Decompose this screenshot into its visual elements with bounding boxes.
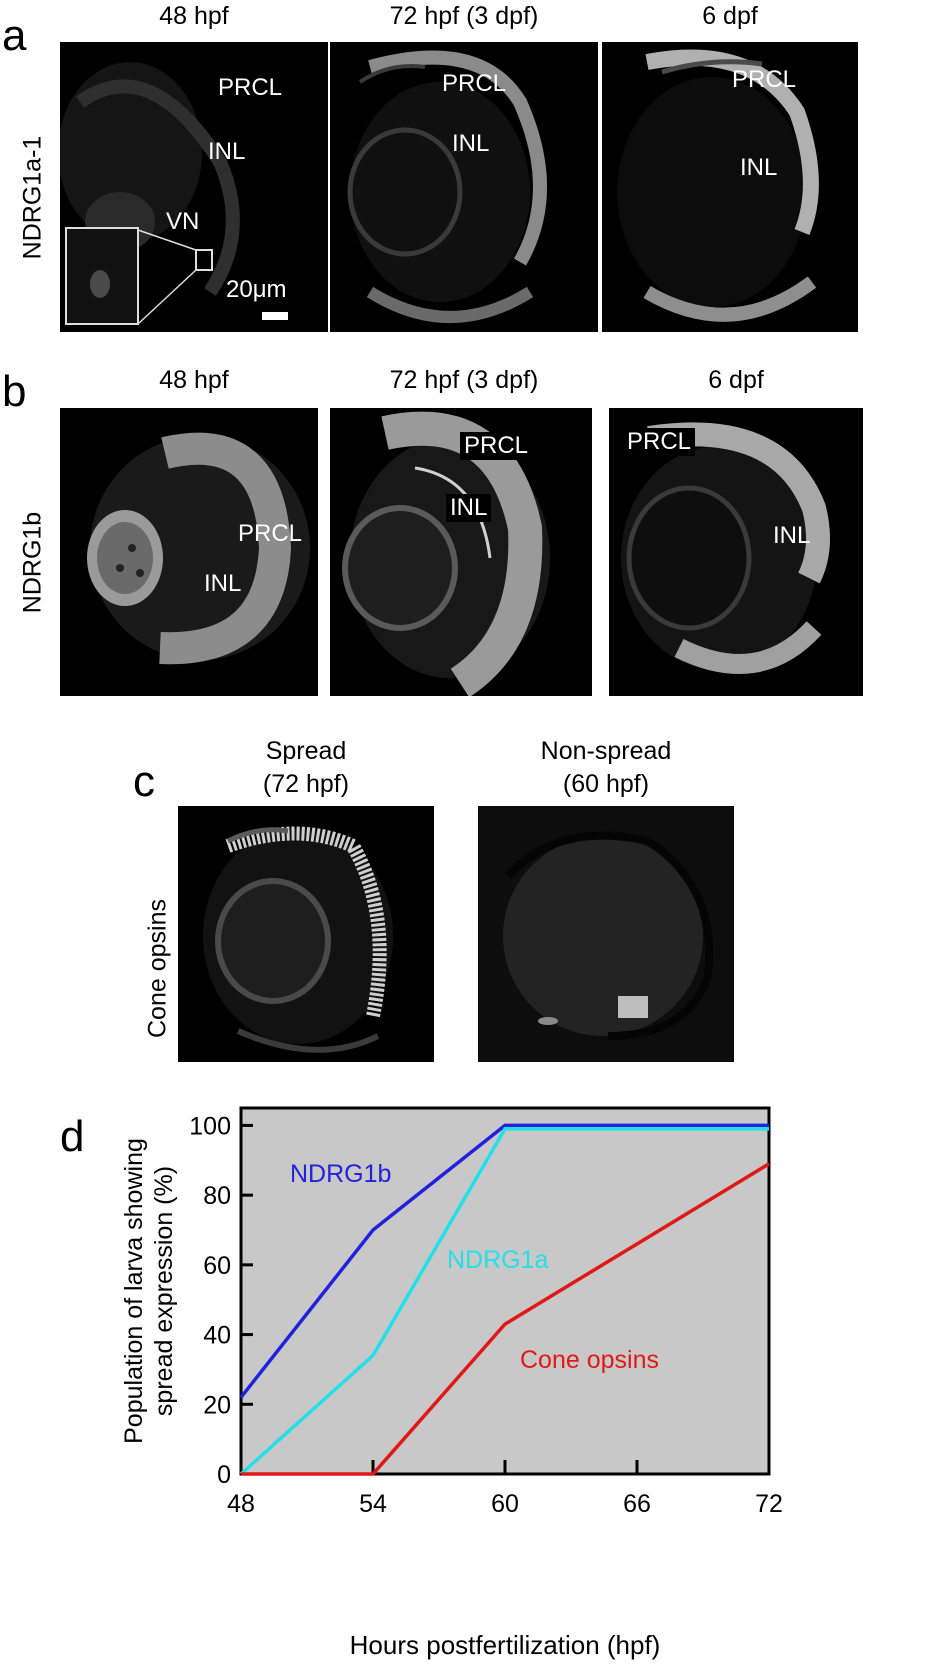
series-line-cone-opsins <box>241 1162 770 1476</box>
micrograph-c-non-spread-image <box>478 806 734 1062</box>
series-label-ndrg1b: NDRG1b <box>290 1160 391 1188</box>
micrograph-a-6dpf: PRCL INL <box>602 42 858 332</box>
panel-a-row-label: NDRG1a-1 <box>18 135 47 260</box>
micrograph-c-spread <box>178 806 434 1062</box>
panel-c-col-title-1-line2: (72 hpf) <box>262 770 350 798</box>
x-tick-label: 60 <box>491 1490 519 1518</box>
y-tick-label: 60 <box>203 1252 231 1280</box>
series-label-cone-opsins: Cone opsins <box>520 1346 659 1374</box>
micrograph-b-6dpf-image <box>621 422 830 674</box>
panel-d-letter: d <box>60 1112 85 1161</box>
label-b2-prcl: PRCL <box>460 432 533 460</box>
scale-bar-label: 20μm <box>226 276 287 303</box>
micrograph-a-6dpf-image <box>617 49 819 322</box>
y-tick-label: 80 <box>203 1182 231 1210</box>
micrograph-c-non-spread <box>478 806 734 1062</box>
micrograph-a-72hpf-image <box>347 50 547 323</box>
micrograph-b-48hpf-image <box>87 432 310 665</box>
label-a2-inl: INL <box>452 130 490 157</box>
series-line-ndrg1b <box>239 1123 769 1399</box>
panel-b-col-title-3: 6 dpf <box>708 366 764 394</box>
label-b3-prcl: PRCL <box>623 428 696 456</box>
label-a1-inl: INL <box>208 138 246 165</box>
x-tick-label: 66 <box>623 1490 651 1518</box>
x-tick-label: 48 <box>227 1490 255 1518</box>
label-a1-prcl: PRCL <box>218 74 283 101</box>
line-chart: 48 54 60 66 72 0 20 40 60 80 100 Population of lar… <box>120 1106 783 1660</box>
label-b1-inl: INL <box>204 570 242 597</box>
series-line-ndrg1a <box>239 1127 769 1476</box>
micrograph-a-48hpf-image <box>60 62 288 325</box>
label-b3-inl: INL <box>773 522 811 549</box>
series-label-ndrg1a: NDRG1a <box>447 1246 549 1274</box>
y-tick-label: 20 <box>203 1391 231 1419</box>
panel-c-letter: c <box>133 757 155 806</box>
label-b1-prcl: PRCL <box>238 520 303 547</box>
panel-a-col-title-2: 72 hpf (3 dpf) <box>389 2 539 30</box>
label-a3-inl: INL <box>740 154 778 181</box>
x-tick-label: 72 <box>755 1490 783 1518</box>
panel-c-row-label: Cone opsins <box>143 899 172 1038</box>
panel-a-col-title-1: 48 hpf <box>159 2 229 30</box>
panel-c-col-title-2-line1: Non-spread <box>540 737 672 765</box>
y-tick-label: 100 <box>189 1112 231 1140</box>
panel-a-letter: a <box>2 11 27 60</box>
panel-b-col-title-2: 72 hpf (3 dpf) <box>389 366 539 394</box>
label-a2-prcl: PRCL <box>442 70 507 97</box>
label-b2-inl: INL <box>446 494 492 522</box>
y-axis-label-line1: Population of larva showing <box>120 1138 148 1444</box>
x-axis-label: Hours postfertilization (hpf) <box>350 1630 661 1660</box>
micrograph-b-72hpf-image <box>342 411 550 696</box>
micrograph-a-48hpf: PRCL INL VN 20μm <box>60 42 328 332</box>
y-axis-label-line2: spread expression (%) <box>150 1166 178 1416</box>
panel-b-letter: b <box>2 367 27 416</box>
micrograph-a-72hpf: PRCL INL <box>330 42 598 332</box>
panel-c-col-title-2-line2: (60 hpf) <box>562 770 650 798</box>
panel-b-col-title-1: 48 hpf <box>159 366 229 394</box>
micrograph-c-spread-image <box>203 826 393 1053</box>
micrograph-b-6dpf: PRCL INL <box>609 408 863 696</box>
panel-b-row-label: NDRG1b <box>18 511 47 614</box>
label-a3-prcl: PRCL <box>732 66 797 93</box>
panel-c-col-title-1-line1: Spread <box>265 737 347 765</box>
y-tick-label: 40 <box>203 1322 231 1350</box>
micrograph-b-72hpf: PRCL INL <box>330 408 592 696</box>
panel-a-col-title-3: 6 dpf <box>702 2 758 30</box>
x-tick-label: 54 <box>359 1490 387 1518</box>
label-a1-vn: VN <box>166 208 200 235</box>
micrograph-b-48hpf: PRCL INL <box>60 408 318 696</box>
y-tick-label: 0 <box>217 1461 231 1489</box>
